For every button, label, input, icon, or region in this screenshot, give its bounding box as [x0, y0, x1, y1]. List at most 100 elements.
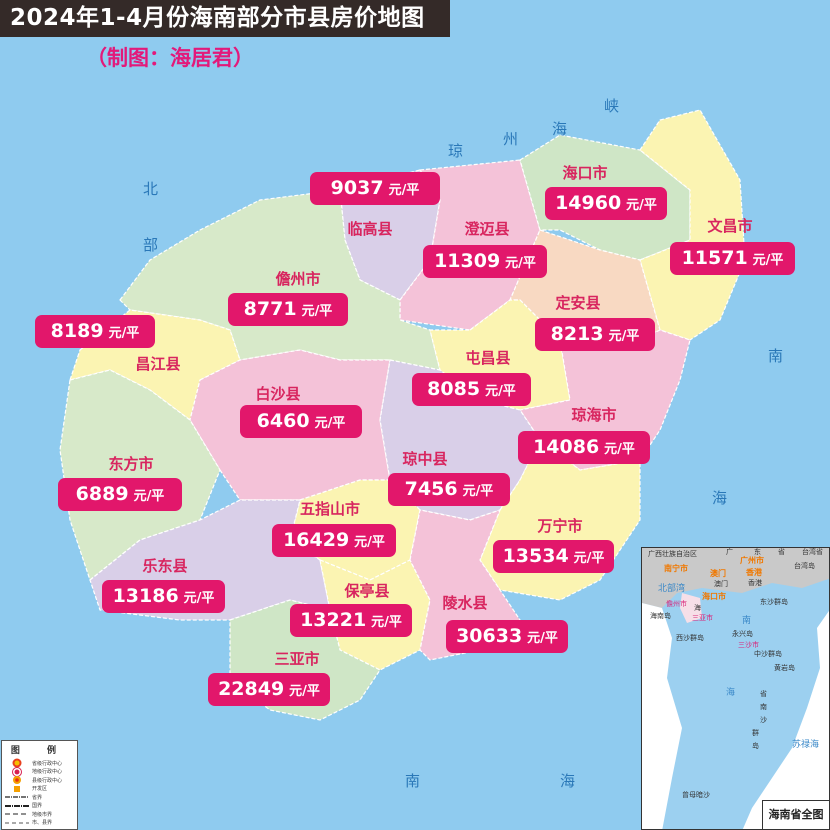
region-name: 屯昌县: [465, 349, 511, 367]
inset-place-label: 广: [726, 548, 733, 556]
price-value: 11309: [434, 250, 501, 272]
inset-city-label: 儋州市: [666, 600, 687, 608]
price-value: 14960: [555, 192, 622, 214]
region-name: 保亭县: [344, 582, 390, 600]
price-unit: 元/平: [604, 442, 635, 457]
sea-label: 海: [552, 120, 568, 138]
inset-place-label: 中沙群岛: [754, 650, 782, 658]
inset-place-label: 海: [726, 688, 736, 698]
price-badge: 8771 元/平: [228, 293, 348, 326]
price-badge: 22849 元/平: [208, 673, 330, 706]
region-name: 三亚市: [274, 650, 320, 668]
sea-label: 南: [405, 772, 421, 790]
inset-place-label: 东沙群岛: [760, 598, 788, 606]
legend-item: 县级行政中心: [2, 776, 77, 785]
inset-place-label: 北部湾: [658, 584, 686, 594]
inset-city-label: 三沙市: [738, 641, 759, 649]
price-badge: 13221 元/平: [290, 604, 412, 637]
national-border-icon: [2, 804, 32, 808]
region-name: 昌江县: [135, 355, 181, 373]
price-unit: 元/平: [301, 304, 333, 319]
page-subtitle: （制图：海居君）: [86, 46, 254, 70]
price-badge: 13534 元/平: [493, 540, 614, 573]
price-badge: 16429 元/平: [272, 524, 396, 557]
region-name: 陵水县: [442, 594, 488, 612]
inset-place-label: 澳门: [714, 580, 728, 588]
inset-city-label: 香港: [746, 568, 762, 577]
price-unit: 元/平: [289, 684, 320, 699]
inset-place-label: 台湾岛: [794, 562, 815, 570]
inset-place-label: 香港: [748, 579, 762, 587]
region-name: 五指山市: [299, 500, 361, 518]
price-badge: 6460 元/平: [240, 405, 362, 438]
inset-place-label: 东: [754, 548, 761, 556]
price-badge: 9037 元/平: [310, 172, 440, 205]
legend-label: 地级行政中心: [32, 769, 63, 776]
sea-label: 南: [768, 347, 784, 365]
price-unit: 元/平: [752, 253, 784, 268]
county-center-icon: [2, 775, 32, 785]
price-value: 9037: [330, 177, 384, 199]
development-zone-icon: [2, 785, 32, 793]
inset-place-label: 海南岛: [650, 612, 671, 620]
inset-place-label: 广西壮族自治区: [648, 550, 697, 558]
legend-label: 省界: [32, 794, 43, 801]
legend-label: 县级行政中心: [32, 777, 63, 784]
region-name: 琼中县: [402, 450, 448, 468]
price-value: 14086: [533, 436, 600, 458]
price-badge: 11571 元/平: [670, 242, 795, 275]
price-badge: 8189 元/平: [35, 315, 155, 348]
price-value: 8771: [243, 298, 297, 320]
inset-place-label: 群: [752, 729, 759, 737]
price-badge: 7456 元/平: [388, 473, 510, 506]
page-title: 2024年1-4月份海南部分市县房价地图: [0, 0, 450, 37]
legend-title: 图 例: [10, 746, 69, 756]
inset-place-label: 曾母暗沙: [682, 791, 710, 799]
price-value: 13534: [502, 545, 569, 567]
sea-label: 北: [143, 180, 159, 198]
inset-place-label: 省: [778, 548, 785, 556]
price-badge: 11309 元/平: [423, 245, 547, 278]
inset-city-label: 广州市: [740, 556, 764, 565]
price-value: 8189: [50, 320, 104, 342]
region-name: 临高县: [347, 220, 393, 238]
region-name: 海口市: [562, 164, 608, 182]
region-name: 澄迈县: [464, 220, 510, 238]
inset-place-label: 苏禄海: [792, 740, 820, 750]
legend-item: 开发区: [2, 785, 77, 794]
price-badge: 30633 元/平: [446, 620, 568, 653]
county-border-icon: [2, 821, 32, 825]
legend-label: 地级市界: [32, 811, 53, 818]
price-value: 13186: [112, 585, 179, 607]
inset-place-label: 海: [694, 604, 701, 612]
price-badge: 13186 元/平: [102, 580, 225, 613]
prefecture-center-icon: [2, 766, 32, 777]
legend-item: 地级行政中心: [2, 766, 77, 777]
price-unit: 元/平: [462, 484, 494, 499]
inset-place-label: 南: [742, 616, 752, 626]
inset-place-label: 省: [760, 690, 767, 698]
region-area-3[interactable]: [639, 109, 746, 341]
legend-label: 国界: [32, 803, 43, 810]
prefecture-border-icon: [2, 812, 32, 816]
price-unit: 元/平: [573, 551, 605, 566]
price-unit: 元/平: [371, 615, 402, 630]
inset-place-label: 台湾省: [802, 548, 823, 556]
price-value: 22849: [218, 678, 285, 700]
price-unit: 元/平: [608, 329, 640, 344]
price-unit: 元/平: [183, 591, 215, 606]
price-unit: 元/平: [133, 489, 165, 504]
legend: 图 例 省级行政中心 地级行政中心 县级行政中心 开发区 省界 国界 地级市界 市、县界: [1, 740, 78, 830]
price-value: 11571: [681, 247, 748, 269]
inset-place-label: 黄岩岛: [774, 664, 795, 672]
inset-land: [642, 548, 829, 829]
price-value: 6889: [75, 483, 129, 505]
inset-city-label: 海口市: [702, 592, 726, 601]
inset-city-label: 澳门: [710, 569, 726, 578]
legend-label: 市、县界: [32, 820, 53, 827]
price-unit: 元/平: [314, 416, 346, 431]
region-name: 文昌市: [707, 217, 753, 235]
region-name: 东方市: [108, 455, 154, 473]
region-name: 万宁市: [537, 517, 583, 535]
region-name: 儋州市: [275, 270, 321, 288]
